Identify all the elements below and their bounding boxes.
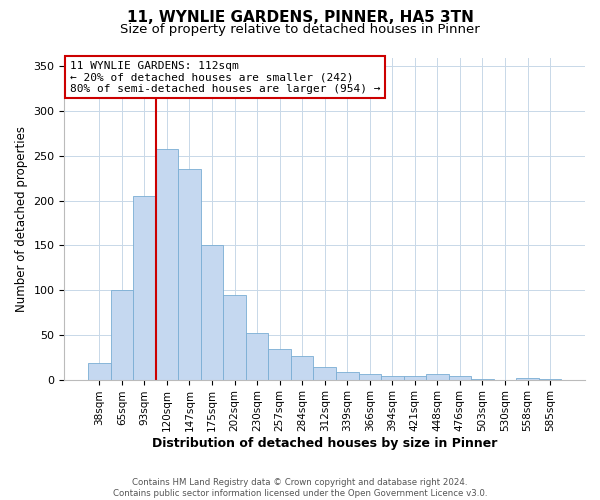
Bar [201, 246, 223, 380]
X-axis label: Distribution of detached houses by size in Pinner: Distribution of detached houses by size … [152, 437, 497, 450]
Bar [133, 196, 155, 380]
Bar [404, 376, 426, 380]
Bar [359, 374, 381, 380]
Bar [539, 378, 562, 380]
Text: Contains HM Land Registry data © Crown copyright and database right 2024.
Contai: Contains HM Land Registry data © Crown c… [113, 478, 487, 498]
Text: Size of property relative to detached houses in Pinner: Size of property relative to detached ho… [120, 22, 480, 36]
Bar [336, 372, 359, 380]
Y-axis label: Number of detached properties: Number of detached properties [15, 126, 28, 312]
Bar [381, 376, 404, 380]
Bar [223, 294, 246, 380]
Bar [246, 333, 268, 380]
Bar [426, 374, 449, 380]
Bar [313, 367, 336, 380]
Bar [178, 170, 201, 380]
Bar [516, 378, 539, 380]
Bar [110, 290, 133, 380]
Bar [471, 378, 494, 380]
Bar [88, 364, 110, 380]
Bar [449, 376, 471, 380]
Bar [155, 149, 178, 380]
Bar [291, 356, 313, 380]
Text: 11 WYNLIE GARDENS: 112sqm
← 20% of detached houses are smaller (242)
80% of semi: 11 WYNLIE GARDENS: 112sqm ← 20% of detac… [70, 60, 380, 94]
Bar [268, 349, 291, 380]
Text: 11, WYNLIE GARDENS, PINNER, HA5 3TN: 11, WYNLIE GARDENS, PINNER, HA5 3TN [127, 10, 473, 25]
